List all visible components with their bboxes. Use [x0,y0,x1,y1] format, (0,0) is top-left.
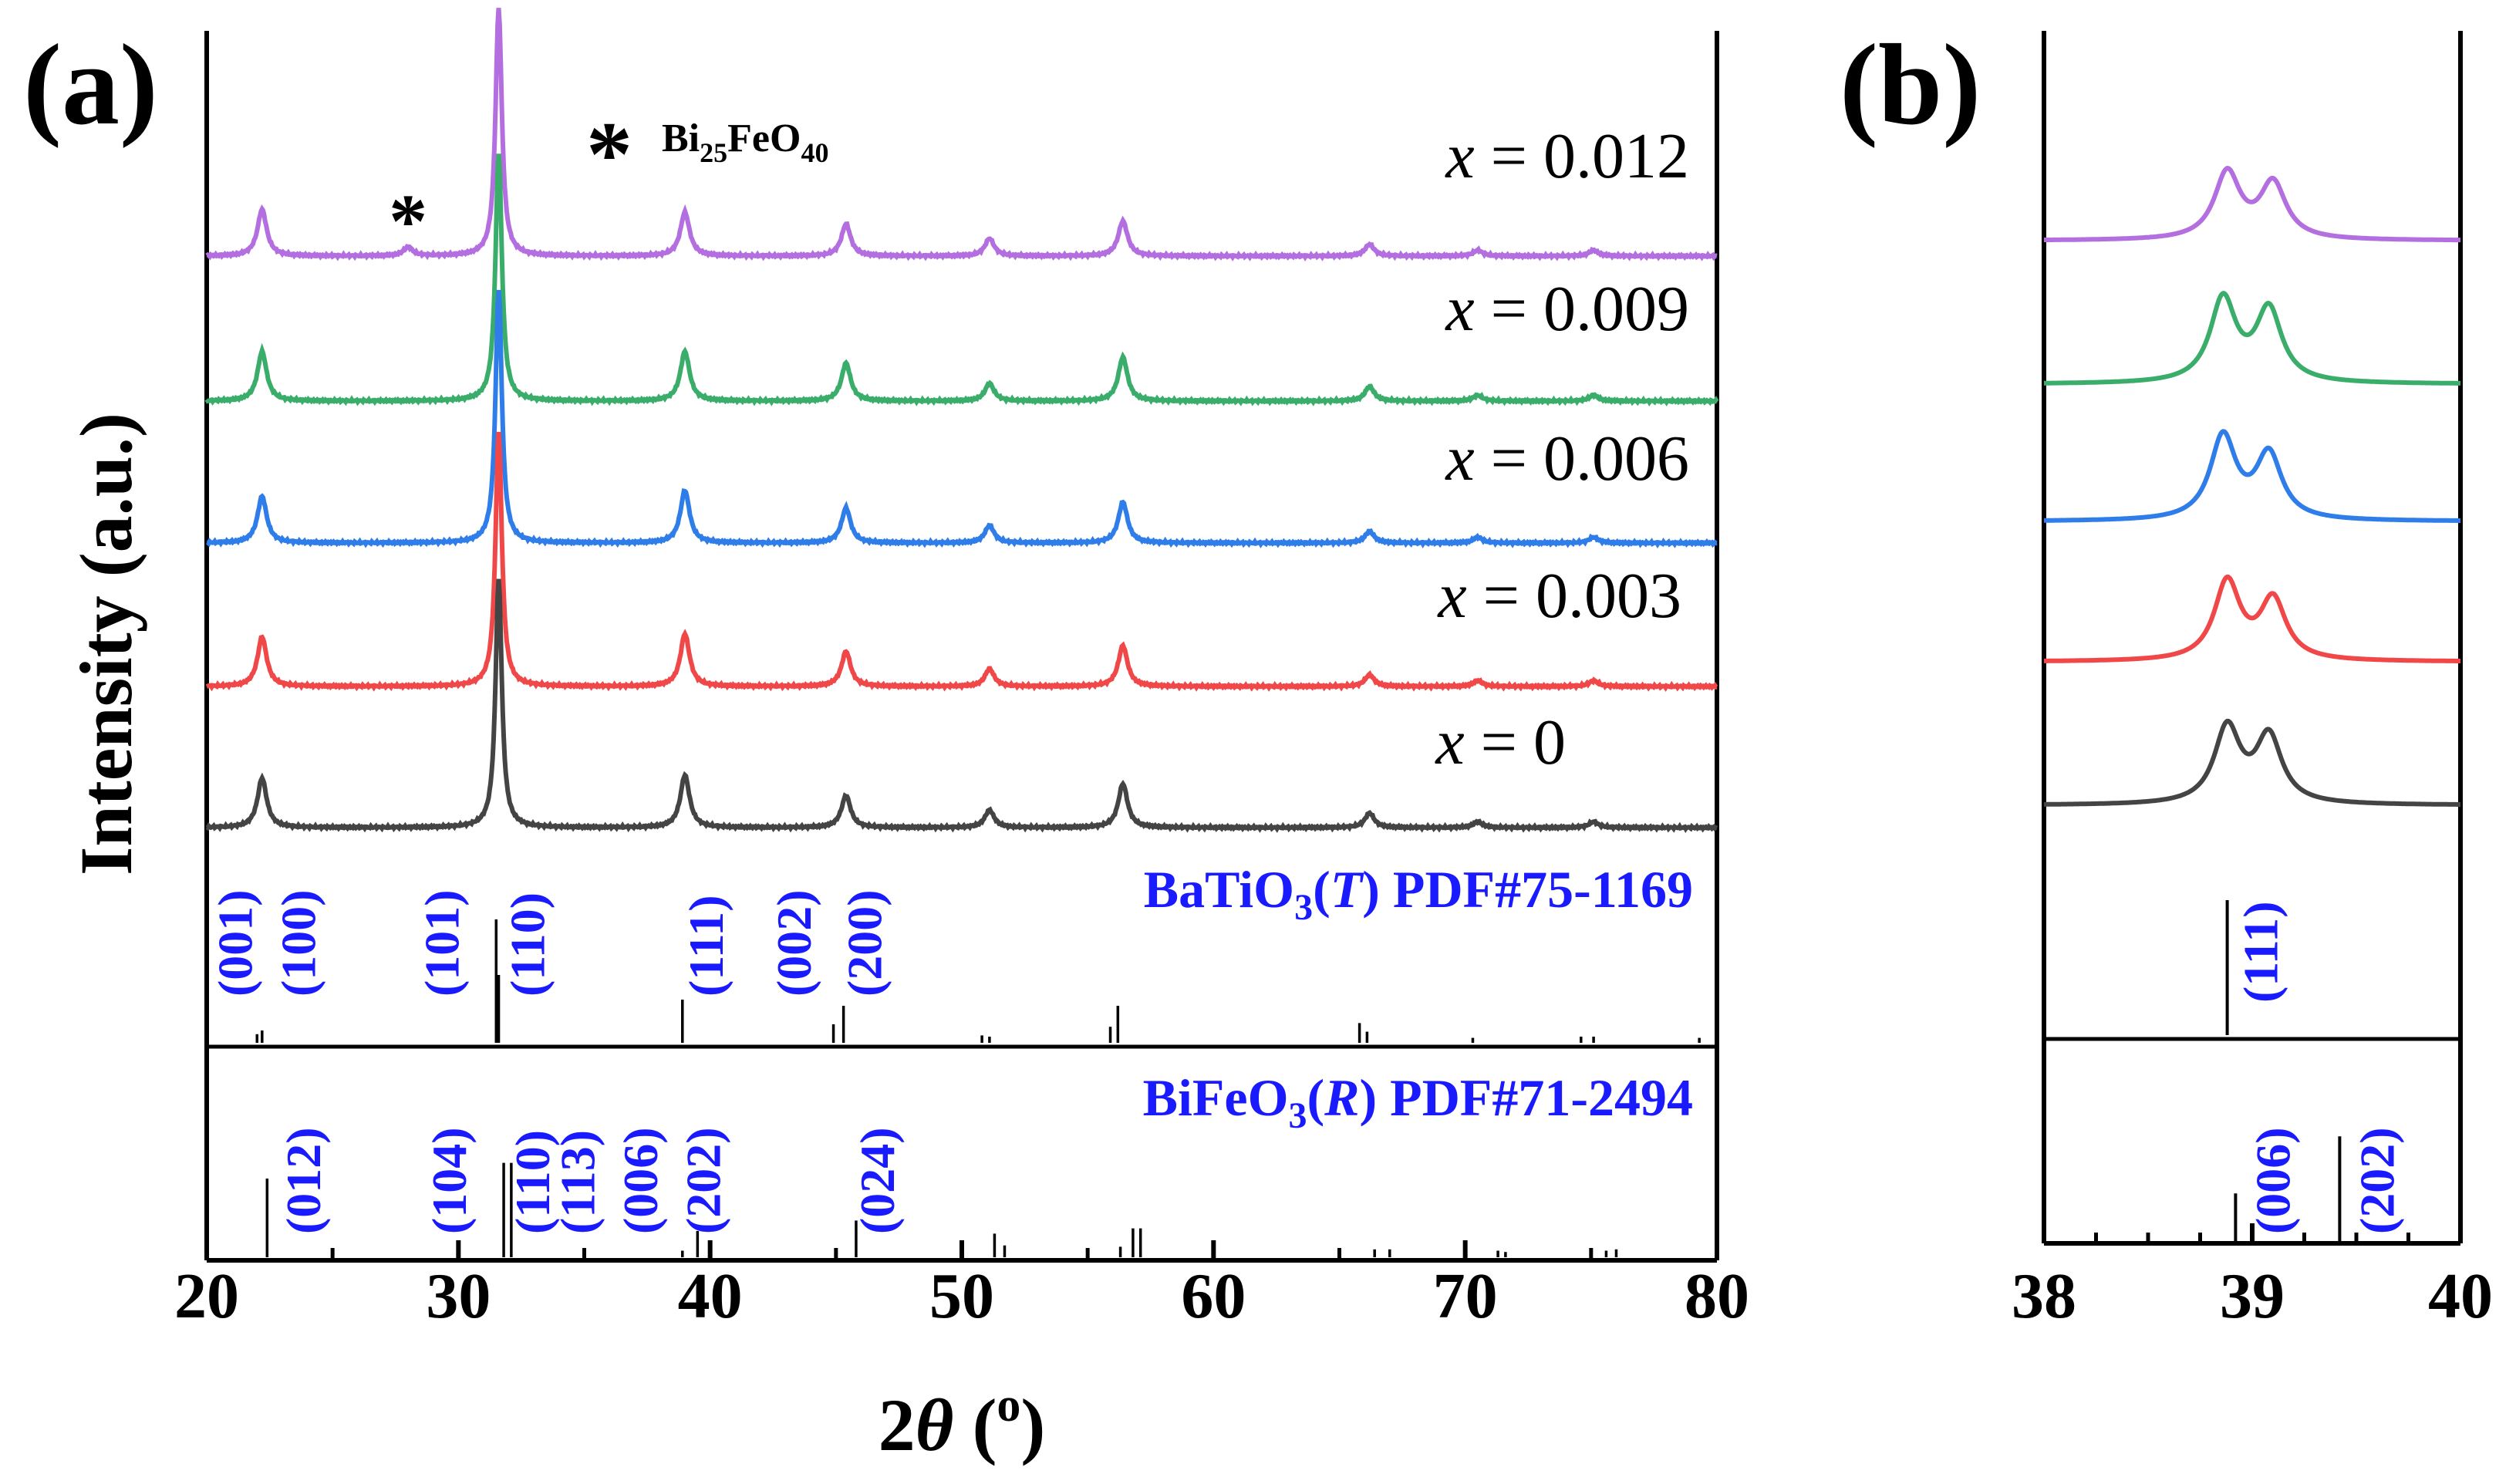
series-label-value: = 0.006 [1475,423,1689,494]
hkl-label: (100) [271,889,325,997]
series-line-b-3 [2044,574,2460,663]
hkl-label: (024) [850,1127,905,1234]
panel-a-reference-sticks [255,919,1701,1257]
series-label-var: x [1444,273,1474,345]
hkl-label: (104) [422,1127,477,1234]
series-line-2 [206,289,1718,549]
x-tick-label: 20 [174,1260,239,1332]
hkl-label: (110) [505,1130,560,1234]
ref-bifeo3-name: BiFeO3(R) PDF#71-2494 [1143,1068,1693,1136]
hkl-label: (111) [2233,901,2288,1003]
panel-a-traces [204,8,1719,833]
impurity-legend-formula: Bi25FeO40 [662,116,828,168]
series-label-var: x [1436,560,1466,632]
panel-b-x-ticks: 38 39 40 [2012,1223,2493,1332]
series-line-0 [205,8,1718,261]
series-label-4: x = 0 [1434,707,1566,778]
x-tick-label: 50 [929,1260,994,1332]
series-label-var: x [1444,423,1474,494]
x-tick-label: 39 [2220,1260,2285,1332]
x-axis-title: 2θ (o) [879,1379,1046,1466]
x-tick-label: 30 [426,1260,491,1332]
x-tick-label: 38 [2012,1260,2076,1332]
series-label-value: = 0.009 [1475,273,1689,345]
impurity-marker: * [389,178,427,264]
ref-batio3-name: BaTiO3(T) PDF#75-1169 [1144,860,1693,928]
hkl-label: (202) [676,1127,731,1234]
series-line-b-0 [2044,166,2460,243]
series-label-2: x = 0.006 [1444,423,1689,494]
panel-b-traces [2044,166,2460,807]
hkl-label: (111) [679,895,734,997]
series-line-b-1 [2044,291,2460,386]
x-tick-label: 80 [1685,1260,1749,1332]
hkl-label: (002) [767,889,821,997]
hkl-label: (101) [414,889,469,997]
hkl-label: (200) [838,889,892,997]
panel-a: 20 30 40 50 60 70 80 (001) (100) (101) (110) (111)… [65,8,1749,1466]
hkl-label: (006) [2246,1127,2301,1234]
series-label-1: x = 0.009 [1444,273,1689,345]
panel-a-label: (a) [23,21,158,149]
panel-a-x-ticks: 20 30 40 50 60 70 80 [174,1240,1749,1332]
y-axis-title: Intensity (a.u.) [65,413,147,875]
series-label-3: x = 0.003 [1436,560,1681,632]
x-tick-label: 40 [678,1260,743,1332]
hkl-label: (012) [276,1127,331,1234]
panel-b-hkl-labels: (111) (006) (202) [2233,901,2404,1234]
series-label-var: x [1434,707,1464,778]
panel-b-reference-sticks [2225,900,2342,1243]
series-line-4 [205,578,1718,833]
hkl-label: (006) [613,1127,668,1234]
series-line-b-4 [2044,718,2460,807]
impurity-legend-symbol: * [586,103,632,205]
series-line-3 [205,431,1718,692]
series-label-value: = 0.003 [1467,560,1681,632]
series-line-1 [204,153,1719,406]
series-label-value: = 0 [1465,707,1566,778]
panel-a-hkl-labels: (001) (100) (101) (110) (111) (002) (200) (012)… [208,889,905,1234]
x-tick-label: 70 [1433,1260,1498,1332]
panel-b: 38 39 40 (111) (006) (202) [2012,31,2493,1332]
hkl-label: (110) [500,892,555,997]
series-label-var: x [1444,120,1474,192]
panel-b-label: (b) [1840,21,1981,149]
series-label-value: = 0.012 [1475,120,1689,192]
x-tick-label: 60 [1181,1260,1246,1332]
hkl-label: (113) [551,1130,605,1234]
hkl-label: (001) [208,889,263,997]
series-line-b-2 [2044,429,2460,523]
x-tick-label: 40 [2428,1260,2493,1332]
series-label-0: x = 0.012 [1444,120,1689,192]
impurity-legend: * Bi25FeO40 [586,103,828,205]
hkl-label: (202) [2350,1127,2405,1234]
